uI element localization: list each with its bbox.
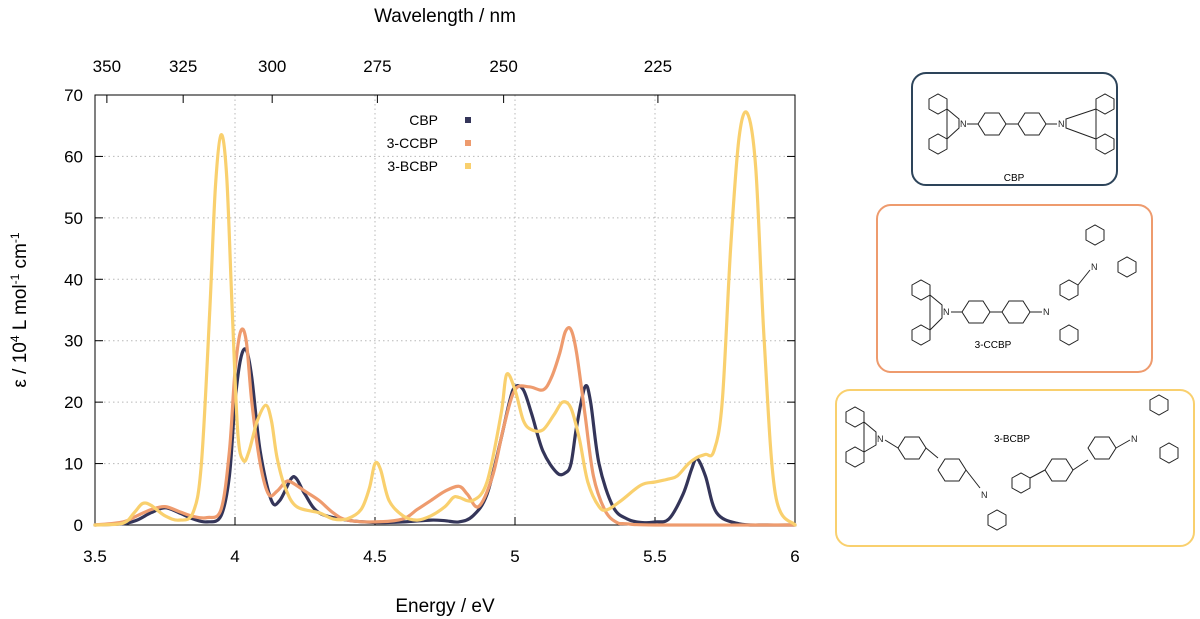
nitrogen-atom: N [943, 307, 950, 317]
y-title-part-3: cm [10, 243, 31, 274]
x2-tick-label: 325 [169, 57, 197, 76]
y-axis-title: ε / 104 L mol-1 cm-1 [8, 232, 31, 387]
nitrogen-atom: N [877, 434, 884, 444]
x2-tick-label: 225 [644, 57, 672, 76]
y-tick-label: 0 [74, 516, 83, 535]
x-tick-label: 4.5 [363, 547, 387, 566]
axis-ticks: 0 10 20 30 40 50 60 70 3.5 4 4.5 5 5.5 6 350 325 300 275 2… [64, 57, 800, 566]
nitrogen-atom: N [981, 490, 988, 500]
y-tick-label: 60 [64, 147, 83, 166]
x-tick-label: 5.5 [643, 547, 667, 566]
y-tick-label: 50 [64, 209, 83, 228]
y-title-part-2: L mol [10, 284, 31, 335]
structure-drawing-3-ccbp: N N N [911, 224, 1137, 346]
nitrogen-atom: N [1043, 307, 1050, 317]
x-tick-label: 4 [230, 547, 239, 566]
molecule-box-cbp [911, 72, 1118, 186]
y-tick-label: 10 [64, 455, 83, 474]
legend-swatch-3-ccbp [465, 140, 471, 146]
x2-tick-label: 300 [258, 57, 286, 76]
molecule-box-3-bcbp [835, 389, 1195, 547]
y-title-part-1: ε / 10 [10, 342, 31, 387]
molecule-label-cbp: CBP [1004, 173, 1025, 184]
x2-axis-title: Wavelength / nm [374, 6, 516, 27]
y-title-sup-1: 4 [8, 335, 22, 342]
series-line-3-bcbp [93, 110, 797, 527]
nitrogen-atom: N [1091, 262, 1098, 272]
legend-label-cbp: CBP [409, 112, 438, 128]
legend-swatch-3-bcbp [465, 163, 471, 169]
carbazole-left [928, 93, 960, 155]
molecule-box-3-ccbp [876, 204, 1153, 373]
nitrogen-atom: N [1131, 434, 1138, 444]
y-title-sup-2: -1 [8, 273, 22, 284]
x-tick-label: 6 [790, 547, 799, 566]
structure-drawing-cbp: N N [928, 93, 1115, 155]
series-layer [93, 110, 797, 527]
nitrogen-atom: N [960, 119, 967, 129]
series-line-3-ccbp [93, 326, 797, 527]
plot-frame [94, 94, 796, 526]
legend-swatch-cbp [465, 117, 471, 123]
y-tick-label: 40 [64, 270, 83, 289]
x-tick-label: 5 [510, 547, 519, 566]
x2-tick-label: 350 [93, 57, 121, 76]
x-axis-title: Energy / eV [395, 596, 495, 617]
y-title-sup-3: -1 [8, 232, 22, 243]
series-line-cbp [93, 347, 797, 527]
molecule-label-3-ccbp: 3-CCBP [975, 340, 1012, 351]
structure-drawing-3-bcbp: N N N [845, 394, 1179, 531]
carbazole-right [1065, 93, 1115, 155]
x-tick-label: 3.5 [83, 547, 107, 566]
nitrogen-atom: N [1058, 119, 1065, 129]
y-tick-label: 20 [64, 393, 83, 412]
x2-tick-label: 275 [363, 57, 391, 76]
legend-label-3-bcbp: 3-BCBP [387, 158, 438, 174]
legend: CBP 3-CCBP 3-BCBP [387, 112, 471, 174]
molecule-label-3-bcbp: 3-BCBP [994, 434, 1030, 445]
legend-label-3-ccbp: 3-CCBP [387, 135, 438, 151]
x2-tick-label: 250 [489, 57, 517, 76]
y-tick-label: 30 [64, 332, 83, 351]
y-tick-label: 70 [64, 86, 83, 105]
molecule-structures: N N CBP N N [835, 72, 1195, 547]
